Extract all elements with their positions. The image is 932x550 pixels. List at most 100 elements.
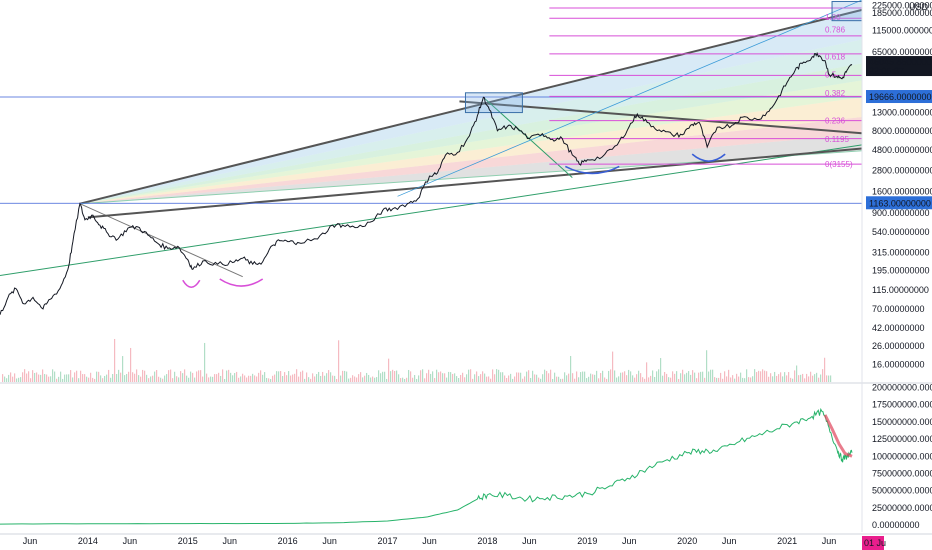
volume-bar xyxy=(708,371,710,382)
volume-bar xyxy=(586,378,588,382)
volume-bar xyxy=(84,374,86,382)
volume-bar xyxy=(756,372,758,382)
volume-bar xyxy=(158,376,160,382)
volume-bar xyxy=(296,369,298,382)
volume-bar xyxy=(536,374,538,382)
volume-bar xyxy=(252,373,254,382)
volume-bar xyxy=(28,371,30,382)
volume-bar xyxy=(316,374,318,382)
volume-bar xyxy=(672,371,674,382)
volume-bar xyxy=(12,376,14,382)
fib-label: 0.382 xyxy=(825,89,846,98)
volume-bar xyxy=(592,374,594,382)
volume-bar xyxy=(196,371,198,382)
volume-bar xyxy=(666,373,668,382)
volume-bar xyxy=(394,371,396,382)
volume-bar xyxy=(382,371,384,382)
volume-bar xyxy=(288,371,290,382)
volume-bar xyxy=(444,373,446,382)
volume-bar xyxy=(44,374,46,382)
volume-bar xyxy=(590,373,592,382)
volume-bar xyxy=(258,372,260,382)
volume-bar xyxy=(680,373,682,382)
volume-bar xyxy=(302,370,304,382)
bottom-arc xyxy=(564,165,620,175)
volume-bar xyxy=(776,375,778,382)
last-price-label: 46045.86000000 xyxy=(869,57,932,67)
volume-bar xyxy=(828,375,830,382)
volume-bar xyxy=(434,378,436,382)
price-tick-label: 70.00000000 xyxy=(872,304,925,314)
volume-bar xyxy=(596,370,598,382)
volume-bar xyxy=(24,369,26,382)
volume-bar xyxy=(712,369,714,382)
bottom-arc xyxy=(182,279,201,289)
volume-bar xyxy=(22,372,24,382)
volume-bar xyxy=(320,375,322,382)
volume-bar xyxy=(396,370,398,382)
volume-bar xyxy=(180,371,182,382)
volume-bar xyxy=(558,376,560,382)
volume-bar xyxy=(194,377,196,382)
volume-bar xyxy=(704,377,706,382)
volume-bar xyxy=(366,372,368,382)
volume-bar xyxy=(92,377,94,382)
volume-bar xyxy=(270,378,272,382)
indicator-tick-label: 75000000.00000000 xyxy=(872,468,932,478)
volume-bar xyxy=(300,371,302,382)
volume-bar xyxy=(518,372,520,382)
volume-bar xyxy=(60,371,62,382)
volume-bar xyxy=(806,373,808,382)
volume-bar xyxy=(634,377,636,382)
volume-bar xyxy=(16,378,18,382)
volume-bar xyxy=(362,377,364,382)
volume-bar xyxy=(122,356,124,382)
volume-bar xyxy=(736,373,738,382)
volume-bar xyxy=(530,377,532,382)
volume-bar xyxy=(304,378,306,382)
volume-bar xyxy=(138,375,140,382)
indicator-tick-label: 175000000.00000000 xyxy=(872,400,932,410)
time-tick-label: Jun xyxy=(422,536,437,546)
volume-bar xyxy=(338,340,340,382)
volume-bar xyxy=(584,371,586,382)
volume-bar xyxy=(504,375,506,382)
volume-bar xyxy=(144,370,146,382)
volume-bar xyxy=(554,372,556,382)
volume-bar xyxy=(40,374,42,382)
price-line xyxy=(0,51,853,315)
volume-bar xyxy=(648,377,650,382)
volume-bar xyxy=(336,378,338,382)
volume-bar xyxy=(170,369,172,382)
volume-bar xyxy=(778,374,780,382)
volume-bar xyxy=(714,377,716,382)
volume-bar xyxy=(10,372,12,382)
volume-bar xyxy=(630,371,632,382)
volume-bar xyxy=(784,372,786,382)
volume-bar xyxy=(552,378,554,382)
volume-bar xyxy=(244,375,246,382)
volume-bar xyxy=(700,371,702,382)
volume-bar xyxy=(298,376,300,382)
volume-bar xyxy=(398,374,400,382)
fib-label: 0.1195 xyxy=(825,135,849,144)
volume-bar xyxy=(572,373,574,382)
volume-bar xyxy=(90,372,92,382)
volume-bar xyxy=(646,362,648,382)
volume-bar xyxy=(618,376,620,382)
volume-bar xyxy=(414,375,416,382)
volume-bar xyxy=(306,372,308,382)
volume-bar xyxy=(314,376,316,382)
volume-bar xyxy=(686,372,688,382)
volume-bar xyxy=(614,370,616,382)
volume-bar xyxy=(372,376,374,382)
volume-bar xyxy=(512,378,514,382)
volume-bar xyxy=(18,377,20,382)
time-tick-label: Jun xyxy=(522,536,537,546)
volume-bar xyxy=(464,377,466,382)
volume-bar xyxy=(74,372,76,382)
volume-bar xyxy=(278,371,280,382)
volume-bar xyxy=(110,377,112,382)
volume-bar xyxy=(188,377,190,382)
